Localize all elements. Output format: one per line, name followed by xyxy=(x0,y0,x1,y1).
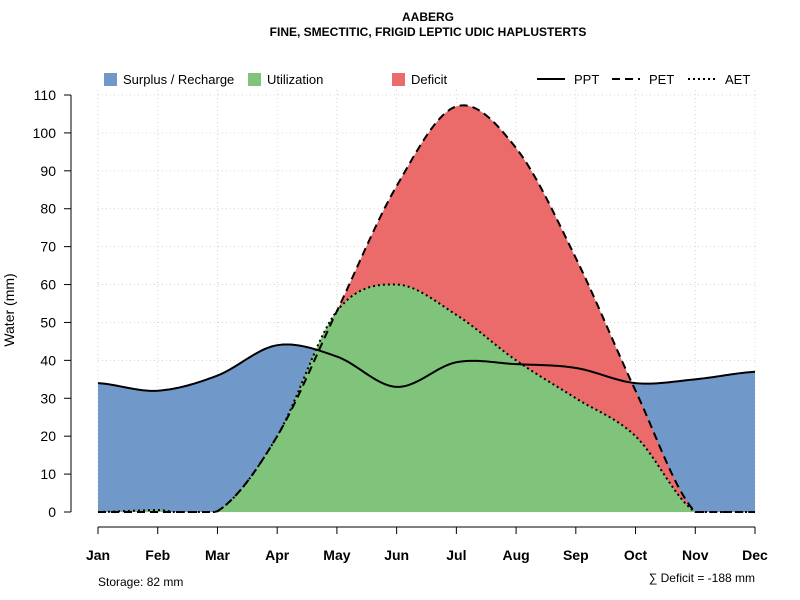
y-tick-label: 100 xyxy=(33,125,57,141)
y-tick-label: 90 xyxy=(40,163,56,179)
x-tick-label: Apr xyxy=(265,547,290,563)
y-tick-label: 70 xyxy=(40,239,56,255)
y-tick-label: 110 xyxy=(34,87,57,103)
deficit-note: ∑ Deficit = -188 mm xyxy=(649,571,755,585)
x-tick-label: May xyxy=(323,547,350,563)
legend-label-pet: PET xyxy=(649,72,674,87)
y-tick-label: 40 xyxy=(40,352,56,368)
x-tick-label: Jul xyxy=(446,547,466,563)
legend-swatch-utilization xyxy=(248,73,261,86)
y-axis-label: Water (mm) xyxy=(1,273,17,346)
x-tick-label: Feb xyxy=(145,547,170,563)
x-tick-label: Aug xyxy=(502,547,529,563)
legend-label-deficit: Deficit xyxy=(411,72,448,87)
y-tick-label: 60 xyxy=(40,277,56,293)
chart-subtitle: FINE, SMECTITIC, FRIGID LEPTIC UDIC HAPL… xyxy=(270,25,587,39)
legend-swatch-surplus-recharge xyxy=(104,73,117,86)
legend-label-utilization: Utilization xyxy=(267,72,323,87)
line-aet xyxy=(97,283,755,513)
y-tick-label: 50 xyxy=(40,314,56,330)
area-deficit xyxy=(98,105,755,512)
x-tick-label: Dec xyxy=(742,547,768,563)
legend-label-surplus-recharge: Surplus / Recharge xyxy=(123,72,234,87)
legend-label-ppt: PPT xyxy=(574,72,599,87)
y-tick-label: 20 xyxy=(40,428,56,444)
x-tick-label: Nov xyxy=(682,547,709,563)
x-tick-label: Oct xyxy=(624,547,648,563)
x-tick-label: Jan xyxy=(86,547,110,563)
legend-swatch-deficit xyxy=(392,73,405,86)
y-tick-label: 10 xyxy=(40,466,56,482)
line-ppt xyxy=(97,343,756,392)
x-tick-label: Mar xyxy=(205,547,230,563)
area-utilization xyxy=(98,284,755,512)
storage-note: Storage: 82 mm xyxy=(98,575,183,589)
line-pet xyxy=(98,104,755,513)
y-tick-label: 30 xyxy=(40,390,56,406)
x-tick-label: Jun xyxy=(384,547,409,563)
chart-title: AABERG xyxy=(402,10,454,24)
y-tick-label: 80 xyxy=(40,201,56,217)
x-tick-label: Sep xyxy=(563,547,589,563)
legend-label-aet: AET xyxy=(725,72,750,87)
y-tick-label: 0 xyxy=(48,504,56,520)
